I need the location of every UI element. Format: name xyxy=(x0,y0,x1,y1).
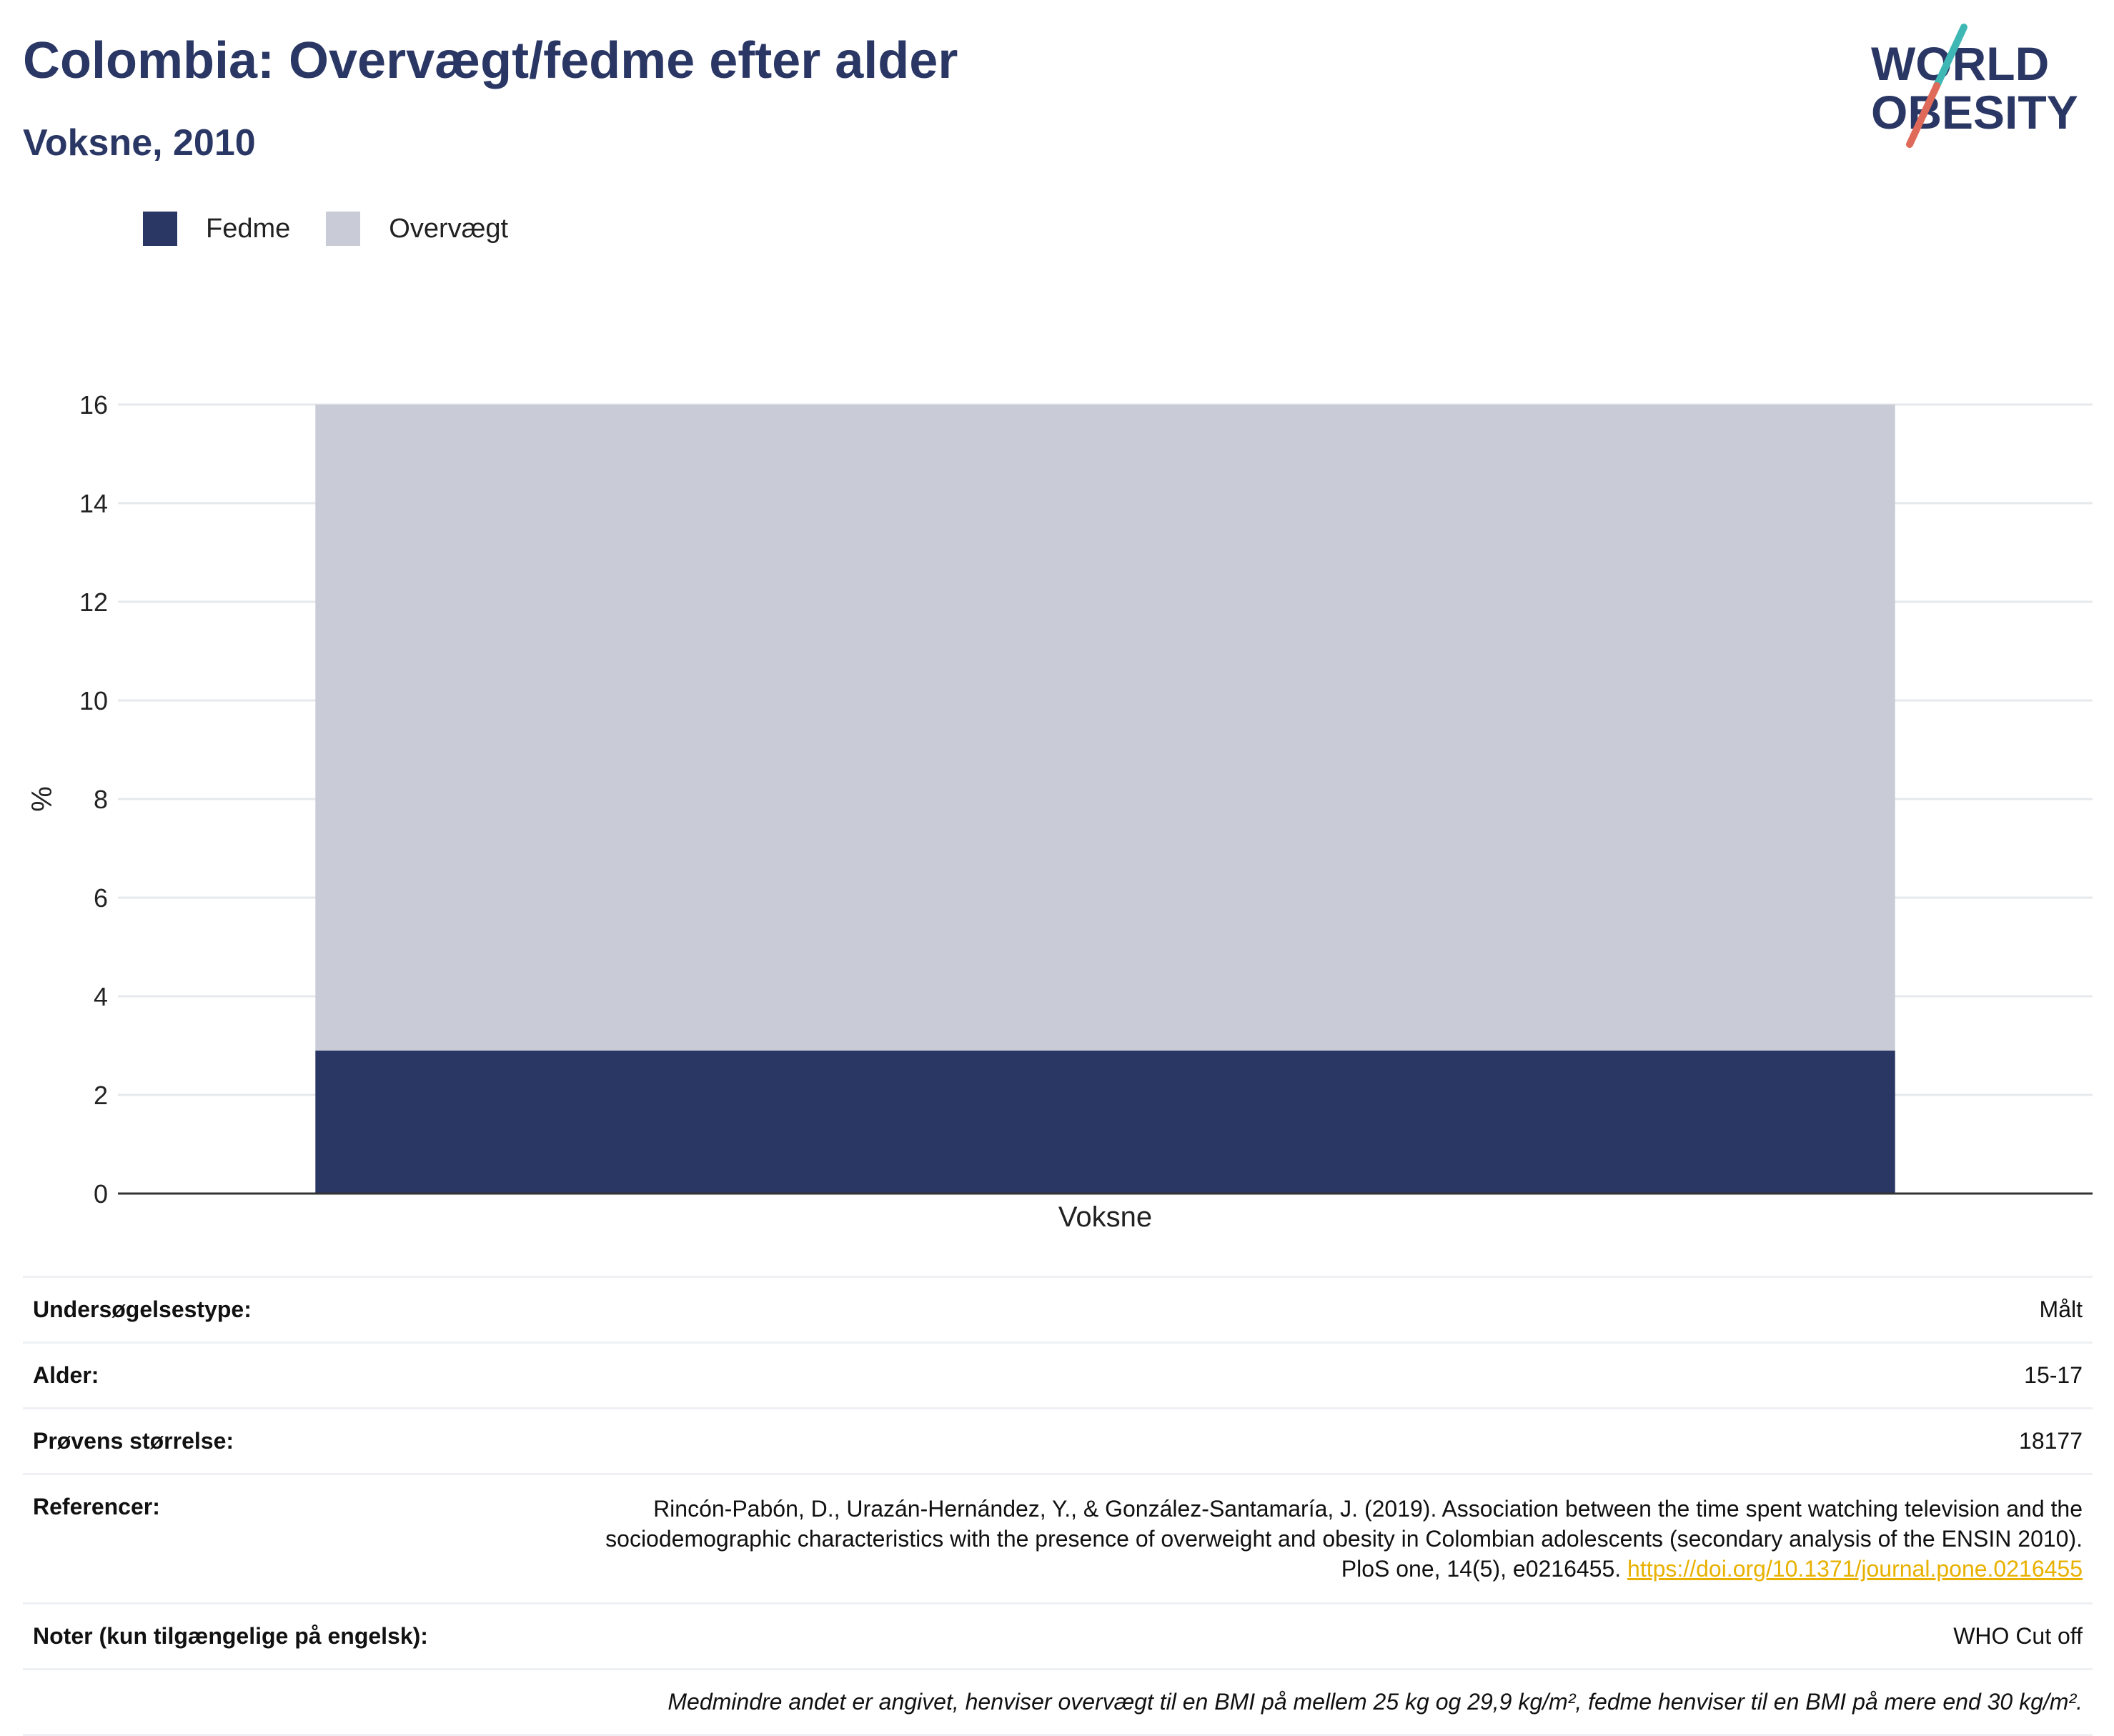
legend-swatch-overvaegt xyxy=(326,212,361,246)
x-tick-label: Voksne xyxy=(1058,1201,1152,1233)
bar-chart: 0 2 4 6 8 10 12 14 16% Voksne xyxy=(26,390,2093,1233)
info-footnote: Medmindre andet er angivet, henviser ove… xyxy=(23,1668,2093,1736)
y-axis-label: % xyxy=(26,786,58,812)
info-label: Alder: xyxy=(33,1362,99,1388)
info-row-age: Alder: 15-17 xyxy=(23,1341,2093,1407)
info-value: Rincón-Pabón, D., Urazán-Hernández, Y., … xyxy=(560,1494,2083,1584)
info-label: Noter (kun tilgængelige på engelsk): xyxy=(33,1623,428,1649)
logo-slash-top xyxy=(1933,24,1967,89)
info-label: Prøvens størrelse: xyxy=(33,1428,234,1454)
y-tick-label: 8 xyxy=(94,785,108,814)
info-row-sample-size: Prøvens størrelse: 18177 xyxy=(23,1407,2093,1473)
logo-slash-bottom xyxy=(1906,82,1940,148)
y-tick-label: 14 xyxy=(79,489,108,518)
info-value: WHO Cut off xyxy=(1953,1623,2083,1649)
y-tick-label: 16 xyxy=(79,390,108,420)
info-value: 18177 xyxy=(2019,1428,2083,1454)
y-tick-label: 12 xyxy=(79,587,108,617)
info-label: Undersøgelsestype: xyxy=(33,1296,252,1322)
legend-swatch-fedme xyxy=(143,212,177,246)
reference-text: Rincón-Pabón, D., Urazán-Hernández, Y., … xyxy=(605,1496,2083,1582)
world-obesity-logo: WORLD OBESITY xyxy=(1871,24,2078,148)
reference-link[interactable]: https://doi.org/10.1371/journal.pone.021… xyxy=(1627,1556,2083,1582)
info-table: Undersøgelsestype: Målt Alder: 15-17 Prø… xyxy=(23,1276,2093,1736)
page-subtitle: Voksne, 2010 xyxy=(23,122,256,164)
footnote-text: Medmindre andet er angivet, henviser ove… xyxy=(668,1689,2083,1715)
info-value: 15-17 xyxy=(2024,1362,2083,1388)
y-tick-label: 4 xyxy=(94,982,108,1011)
info-row-notes: Noter (kun tilgængelige på engelsk): WHO… xyxy=(23,1602,2093,1668)
chart-legend: Fedme Overvægt xyxy=(143,212,544,246)
legend-item-overvaegt[interactable]: Overvægt xyxy=(326,212,508,246)
legend-label-overvaegt: Overvægt xyxy=(389,213,509,244)
logo-line2: OBESITY xyxy=(1871,86,2078,139)
info-value: Målt xyxy=(2039,1296,2083,1322)
y-tick-label: 6 xyxy=(94,883,108,913)
bar-overv-gt xyxy=(315,405,1895,1051)
info-row-references: Referencer: Rincón-Pabón, D., Urazán-Her… xyxy=(23,1473,2093,1602)
logo-line1: WORLD xyxy=(1871,37,2049,90)
y-tick-label: 10 xyxy=(79,686,108,715)
bar-fedme xyxy=(315,1050,1895,1194)
info-row-survey-type: Undersøgelsestype: Målt xyxy=(23,1276,2093,1341)
legend-label-fedme: Fedme xyxy=(206,213,291,244)
legend-item-fedme[interactable]: Fedme xyxy=(143,212,290,246)
page-title: Colombia: Overvægt/fedme efter alder xyxy=(23,32,958,89)
y-tick-label: 0 xyxy=(94,1179,108,1209)
y-tick-label: 2 xyxy=(94,1081,108,1110)
info-label: Referencer: xyxy=(33,1494,160,1519)
